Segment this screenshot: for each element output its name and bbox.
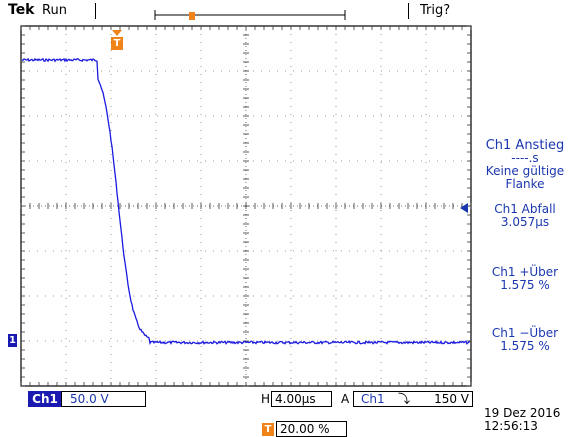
timestamp: 19 Dez 2016 12:56:13 — [484, 407, 560, 433]
trigger-position-arrow-icon — [112, 30, 122, 36]
measurement-positive-overshoot: Ch1 +Über 1.575 % — [479, 266, 571, 292]
measurement-title: Ch1 +Über — [491, 265, 559, 279]
measurement-title: Ch1 −Über — [491, 326, 559, 340]
trigger-slope-falling-icon: ⤵ — [398, 392, 411, 406]
trigger-position-percent-readout[interactable]: 20.00 % — [276, 421, 347, 437]
measurement-rise-time: Ch1 Anstieg ----.s Keine gültige Flanke — [479, 139, 571, 191]
trigger-position-percent-icon: T — [262, 423, 274, 436]
measurement-title: Ch1 Anstieg — [485, 138, 565, 153]
acquire-prefix: A — [341, 392, 350, 406]
trigger-position-icon[interactable]: T — [111, 37, 123, 50]
measurement-title: Ch1 Abfall — [494, 202, 556, 216]
measurement-fall-time: Ch1 Abfall 3.057µs — [479, 203, 571, 229]
volts-per-div-readout[interactable]: 50.0 V — [61, 391, 146, 407]
time-per-div-readout[interactable]: 4.00µs — [271, 391, 332, 407]
measurement-value: 3.057µs — [500, 215, 550, 229]
trigger-status-label: Trig? — [420, 3, 451, 18]
channel1-waveform — [21, 57, 471, 346]
measurement-value: ----.s — [511, 151, 539, 165]
trigger-level-label: 150 V — [434, 392, 469, 406]
run-state-label: Run — [42, 3, 67, 18]
measurement-note: Flanke — [505, 177, 545, 191]
trigger-readout[interactable]: Ch1 ⤵ 150 V — [353, 391, 473, 407]
measurement-value: 1.575 % — [500, 339, 550, 353]
header-divider — [408, 3, 409, 19]
header-divider — [95, 3, 96, 19]
measurement-negative-overshoot: Ch1 −Über 1.575 % — [479, 327, 571, 353]
trigger-channel-label: Ch1 — [361, 392, 385, 406]
horizontal-prefix: H — [261, 392, 271, 406]
measurement-note: Keine gültige — [485, 164, 565, 178]
date-label: 19 Dez 2016 — [484, 406, 561, 420]
channel1-ground-marker[interactable]: 1 — [8, 334, 17, 347]
brand-label: Tek — [8, 2, 35, 18]
channel1-button[interactable]: Ch1 — [28, 391, 62, 407]
time-label: 12:56:13 — [484, 419, 538, 433]
record-position-indicator[interactable] — [150, 8, 350, 22]
graticule — [20, 25, 472, 387]
trigger-level-arrow-icon — [460, 203, 468, 213]
measurement-value: 1.575 % — [500, 278, 550, 292]
header: Tek Run Trig? — [8, 3, 573, 21]
